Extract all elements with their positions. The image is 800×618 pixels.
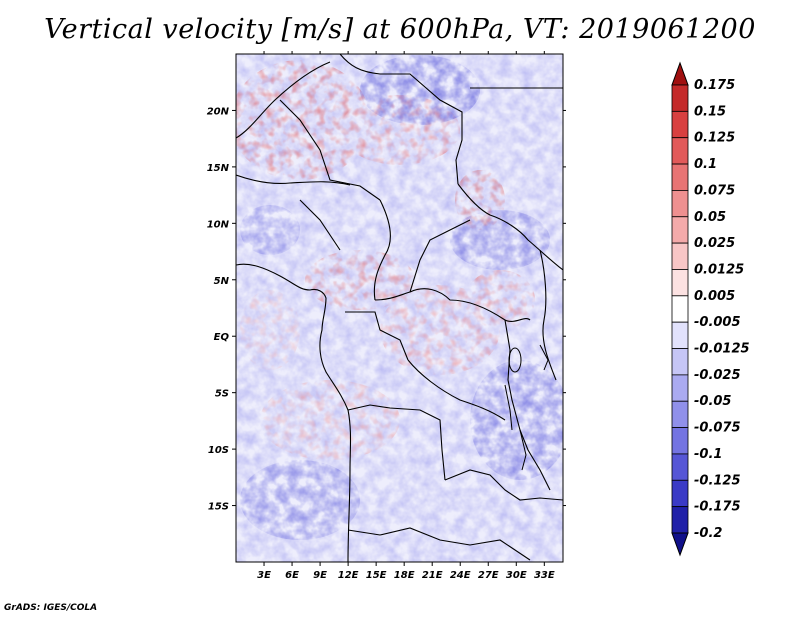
lon-tick-label: 27E (478, 570, 499, 581)
lat-tick-label: 15S (208, 502, 229, 513)
colorbar-swatch (671, 137, 689, 165)
colorbar-swatch (671, 190, 689, 218)
lat-tick-label: 5N (214, 276, 230, 287)
map-title: Vertical velocity [m/s] at 600hPa, VT: 2… (44, 14, 756, 45)
footer-credit: GrADS: IGES/COLA (4, 603, 98, 613)
colorbar-swatch (671, 216, 689, 244)
colorbar-label: -0.025 (694, 368, 741, 383)
lat-tick-label: 5S (215, 389, 229, 400)
colorbar-bottom-arrow (671, 532, 689, 557)
vertical-velocity-field (236, 54, 563, 562)
colorbar-labels: 0.175 0.15 0.125 0.1 0.075 0.05 0.025 0.0125 0.0… (694, 78, 750, 541)
lat-tick-label: EQ (214, 332, 230, 343)
colorbar-label: -0.125 (694, 473, 741, 488)
colorbar-label: -0.075 (694, 421, 741, 436)
lon-tick-label: 30E (506, 570, 527, 581)
colorbar-swatch (671, 295, 689, 323)
colorbar-swatch (671, 163, 689, 191)
colorbar-swatch (671, 110, 689, 139)
lon-tick-label: 24E (450, 570, 471, 581)
colorbar-label: -0.1 (694, 447, 722, 462)
colorbar-label: 0.005 (694, 289, 735, 304)
lakes (504, 344, 549, 471)
colorbar-label: 0.125 (694, 131, 735, 146)
lon-tick-label: 33E (534, 570, 555, 581)
coastlines-borders (236, 54, 563, 562)
colorbar-label: 0.025 (694, 236, 735, 251)
colorbar-swatch (671, 242, 689, 270)
colorbar (671, 61, 689, 557)
colorbar-label: 0.175 (694, 78, 735, 93)
colorbar-label: 0.0125 (694, 262, 744, 277)
colorbar-swatch (671, 506, 689, 534)
lon-tick-label: 6E (285, 570, 299, 581)
latitude-axis: 20N 15N 10N 5N EQ 5S 10S 15S (207, 106, 566, 513)
colorbar-label: 0.15 (694, 104, 726, 119)
lat-tick-label: 10N (207, 219, 230, 230)
colorbar-label: -0.05 (694, 394, 731, 409)
colorbar-swatch (671, 427, 689, 455)
colorbar-swatch (671, 400, 689, 428)
lat-tick-label: 15N (207, 163, 230, 174)
colorbar-label: 0.05 (694, 210, 726, 225)
colorbar-swatch (671, 321, 689, 349)
colorbar-swatch (671, 479, 689, 508)
colorbar-swatch (671, 348, 689, 376)
colorbar-swatch (671, 84, 689, 112)
colorbar-label: -0.005 (694, 315, 741, 330)
lat-tick-label: 20N (207, 106, 230, 117)
colorbar-label: -0.0125 (694, 342, 750, 357)
lon-tick-label: 3E (257, 570, 271, 581)
colorbar-label: -0.175 (694, 500, 741, 515)
lat-tick-label: 10S (208, 445, 229, 456)
lon-tick-label: 18E (394, 570, 415, 581)
map-frame (235, 53, 564, 563)
colorbar-swatch (671, 374, 689, 402)
colorbar-swatch (671, 269, 689, 297)
lon-tick-label: 15E (366, 570, 387, 581)
colorbar-label: 0.075 (694, 183, 735, 198)
lon-tick-label: 21E (422, 570, 443, 581)
longitude-axis: 3E 6E 9E 12E 15E 18E 21E 24E 27E 30E 33E (257, 51, 555, 581)
colorbar-top-arrow (671, 61, 689, 86)
colorbar-label: -0.2 (694, 526, 722, 541)
colorbar-label: 0.1 (694, 157, 717, 172)
lon-tick-label: 9E (313, 570, 327, 581)
lon-tick-label: 12E (338, 570, 359, 581)
colorbar-swatch (671, 453, 689, 481)
